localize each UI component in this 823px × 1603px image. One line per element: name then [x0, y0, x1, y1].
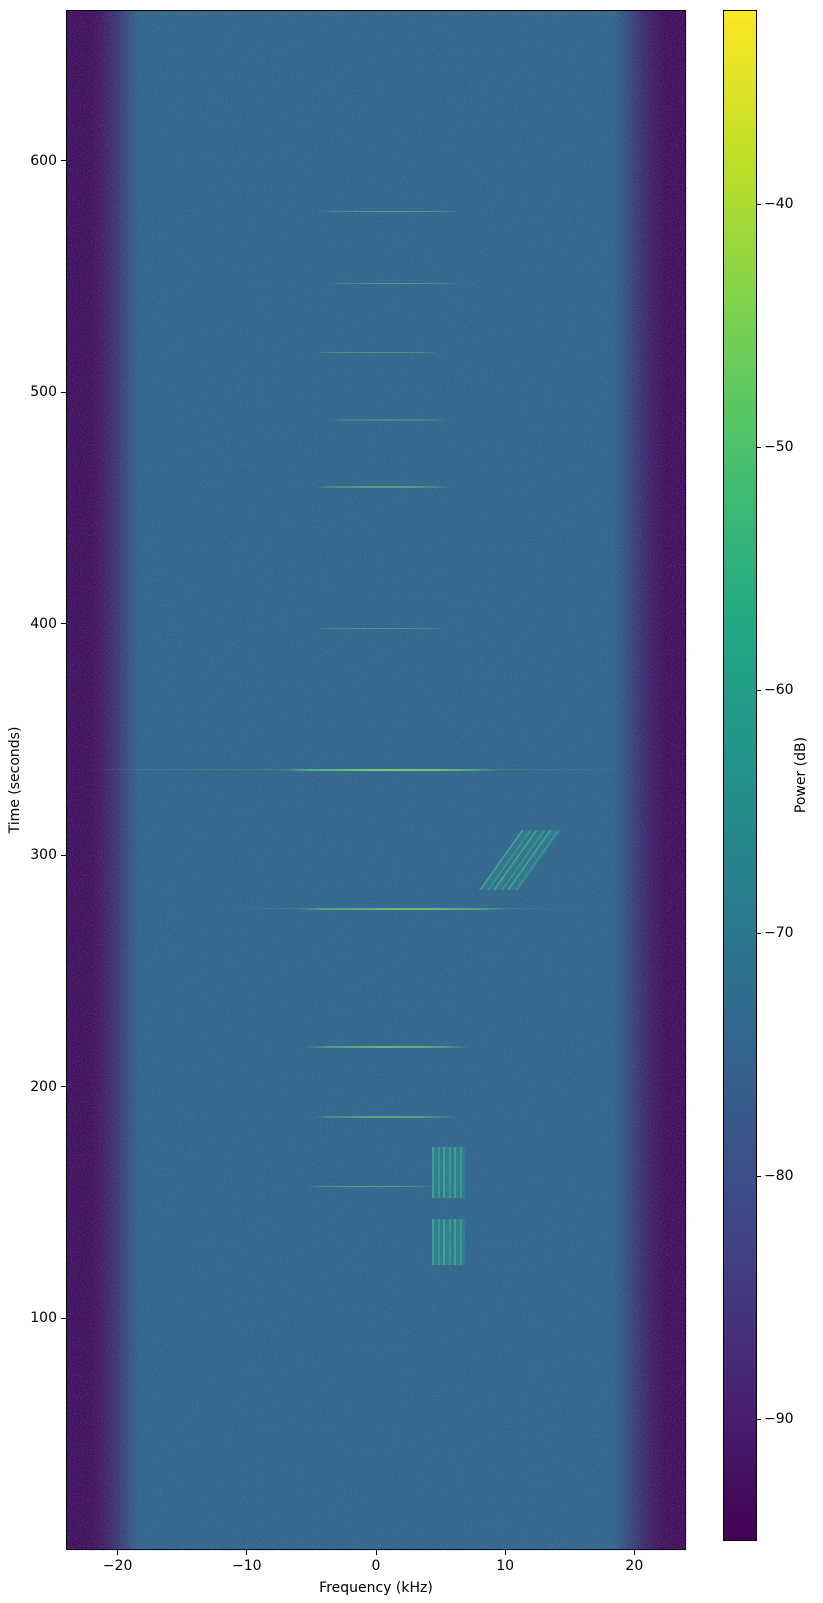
- noise-texture: [67, 11, 687, 1551]
- tonal-burst-line: [306, 1185, 432, 1188]
- y-tick-mark: [61, 391, 66, 393]
- colorbar-tick-label: −90: [764, 1411, 794, 1428]
- tonal-burst-line: [297, 907, 510, 910]
- x-tick-label: −20: [102, 1558, 133, 1574]
- y-tick-mark: [61, 854, 66, 856]
- pulse-block-feature: [431, 1218, 466, 1266]
- colorbar-tick-mark: [757, 1418, 761, 1420]
- y-tick-mark: [61, 623, 66, 625]
- x-tick-mark: [375, 1550, 377, 1555]
- tonal-burst-line: [328, 419, 450, 421]
- x-tick-mark: [246, 1550, 248, 1555]
- colorbar-tick-label: −70: [764, 925, 794, 942]
- x-tick-mark: [504, 1550, 506, 1555]
- colorbar-tick-label: −80: [764, 1168, 794, 1185]
- colorbar-tick-label: −60: [764, 682, 794, 699]
- y-tick-mark: [61, 160, 66, 162]
- y-tick-mark: [61, 1317, 66, 1319]
- tonal-burst-line: [326, 282, 463, 284]
- x-tick-mark: [117, 1550, 119, 1555]
- x-tick-label: 0: [371, 1558, 381, 1574]
- y-tick-mark: [61, 1086, 66, 1088]
- colorbar-tick-mark: [757, 689, 761, 691]
- y-axis-label: Time (seconds): [7, 726, 23, 834]
- x-tick-label: 20: [625, 1558, 644, 1574]
- colorbar-tick-mark: [757, 203, 761, 205]
- y-tick-label: 300: [30, 847, 57, 864]
- x-tick-label: 10: [496, 1558, 515, 1574]
- tonal-burst-line: [315, 1116, 457, 1118]
- spectrogram-plot: [66, 10, 687, 1551]
- colorbar-label: Power (dB): [793, 736, 809, 814]
- y-tick-label: 100: [30, 1310, 57, 1327]
- tonal-burst-line: [319, 210, 462, 213]
- y-tick-label: 600: [30, 152, 57, 169]
- colorbar-tick-mark: [757, 446, 761, 448]
- x-tick-mark: [633, 1550, 635, 1555]
- tonal-burst-line: [283, 768, 500, 771]
- tonal-burst-line: [315, 352, 440, 354]
- colorbar: [723, 10, 757, 1541]
- tonal-burst-line: [315, 627, 450, 629]
- colorbar-tick-mark: [757, 932, 761, 934]
- pulse-block-feature: [431, 1147, 466, 1198]
- colorbar-tick-label: −50: [764, 439, 794, 456]
- x-tick-label: −10: [232, 1558, 262, 1574]
- tonal-burst-line: [315, 486, 450, 488]
- x-axis-label: Frequency (kHz): [319, 1580, 433, 1596]
- y-tick-label: 400: [30, 615, 57, 632]
- colorbar-tick-label: −40: [764, 196, 794, 213]
- y-tick-label: 200: [30, 1078, 57, 1095]
- colorbar-tick-mark: [757, 1175, 761, 1177]
- tonal-burst-line: [306, 1046, 469, 1049]
- y-tick-label: 500: [30, 384, 57, 401]
